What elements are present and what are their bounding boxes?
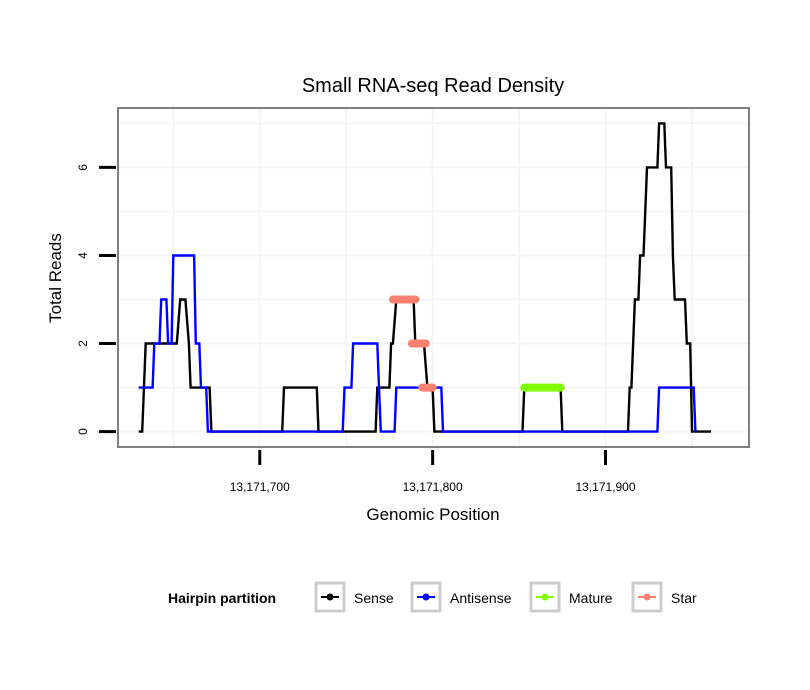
legend-key-point bbox=[326, 593, 334, 601]
legend-key-box bbox=[631, 581, 663, 613]
legend-entry-sense: Sense bbox=[314, 581, 394, 613]
y-tick-label: 0 bbox=[76, 428, 90, 435]
series-layer bbox=[138, 122, 711, 433]
y-tick-label: 4 bbox=[76, 252, 90, 259]
legend-title: Hairpin partition bbox=[168, 590, 276, 606]
y-tick-label: 6 bbox=[76, 164, 90, 171]
legend: Hairpin partition Sense Antisense Mature St… bbox=[168, 581, 697, 613]
legend-entry-star: Star bbox=[631, 581, 697, 613]
plot-border bbox=[117, 107, 750, 448]
y-axis: 0 2 4 6 bbox=[76, 164, 116, 435]
legend-label: Star bbox=[671, 590, 697, 606]
legend-entry-antisense: Antisense bbox=[410, 581, 512, 613]
x-tick-label: 13,171,800 bbox=[403, 480, 463, 494]
legend-label: Antisense bbox=[450, 590, 512, 606]
legend-label: Sense bbox=[354, 590, 394, 606]
legend-key-point bbox=[643, 593, 651, 601]
legend-key-point bbox=[422, 593, 430, 601]
y-axis-title: Total Reads bbox=[46, 233, 65, 323]
x-tick-label: 13,171,900 bbox=[575, 480, 635, 494]
legend-label: Mature bbox=[569, 590, 613, 606]
series-line-sense bbox=[138, 122, 711, 433]
x-axis: 13,171,700 13,171,800 13,171,900 bbox=[230, 450, 636, 494]
series-line-antisense bbox=[138, 254, 697, 433]
legend-key-point bbox=[541, 593, 549, 601]
x-axis-title: Genomic Position bbox=[366, 505, 499, 524]
x-tick-label: 13,171,700 bbox=[230, 480, 290, 494]
chart-title: Small RNA-seq Read Density bbox=[302, 75, 564, 97]
y-tick-label: 2 bbox=[76, 340, 90, 347]
legend-entry-mature: Mature bbox=[529, 581, 613, 613]
